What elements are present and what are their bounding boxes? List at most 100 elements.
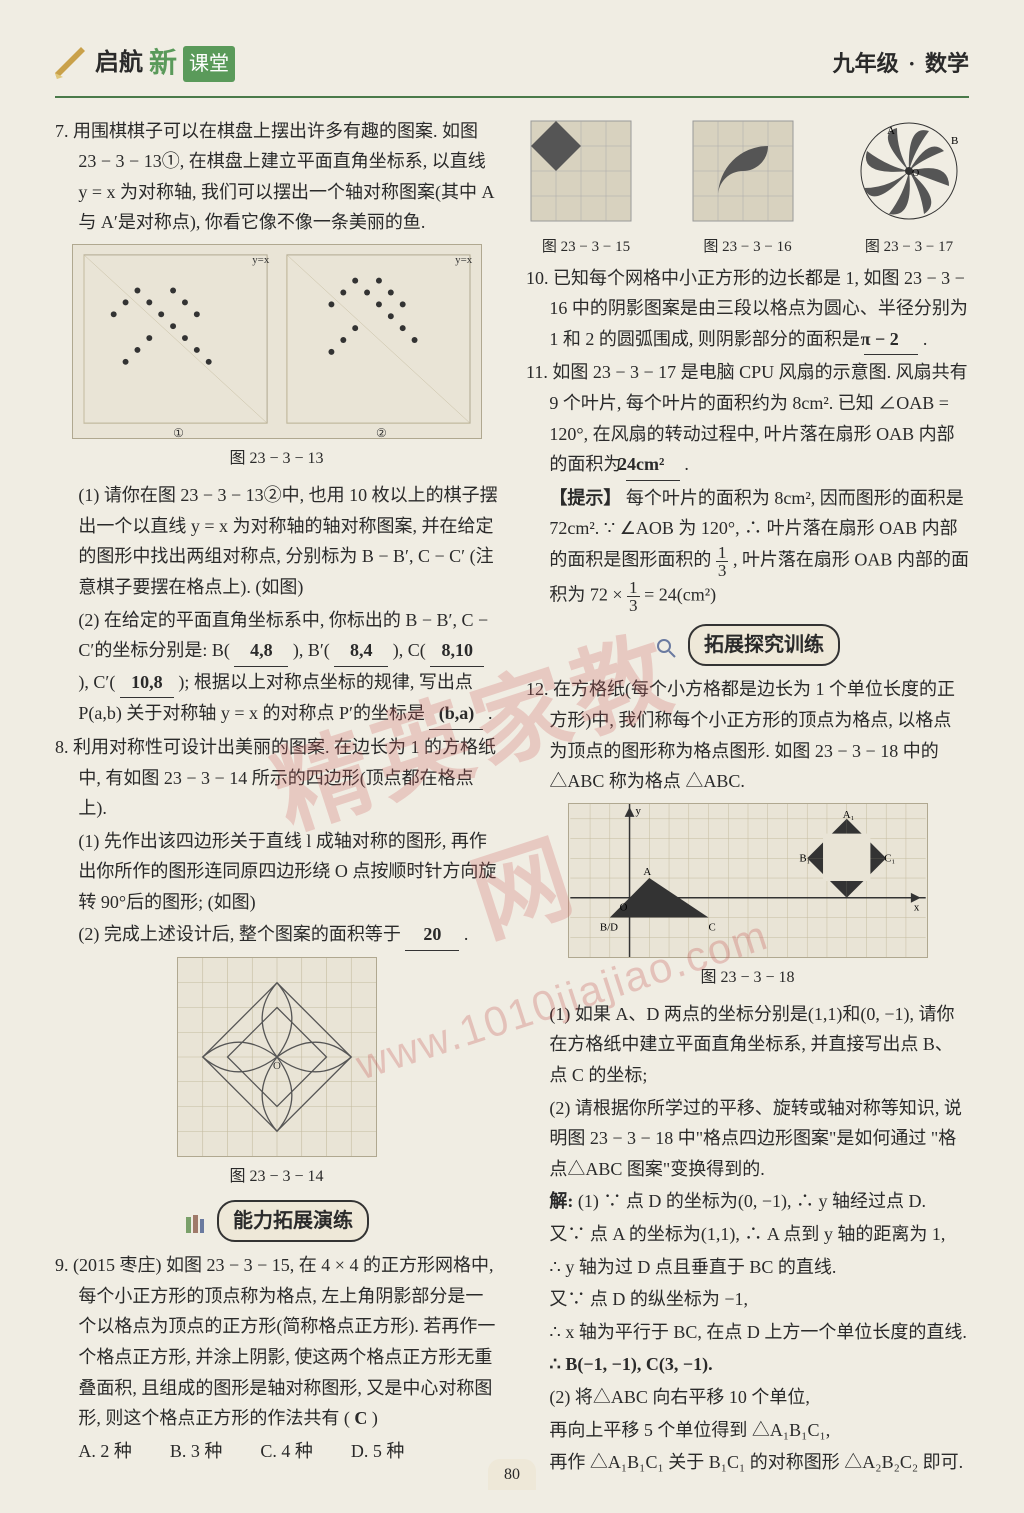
grid-triangle-icon: O A B/D C B₁ C₁ A₁ x y: [568, 803, 928, 958]
brand-text-1: 启航: [95, 43, 143, 84]
svg-text:②: ②: [375, 426, 386, 439]
q12-1: (1) 如果 A、D 两点的坐标分别是(1,1)和(0, −1), 请你在方格纸…: [526, 999, 969, 1091]
page: 启航 新 课堂 九年级 · 数学 7. 用围棋棋子可以在棋盘上摆出许多有趣的图案…: [0, 0, 1024, 1510]
header-right: 九年级 · 数学: [833, 45, 969, 82]
svg-text:B: B: [951, 135, 958, 147]
q10-b: .: [923, 329, 928, 349]
fig-14-caption: 图 23 − 3 − 14: [55, 1163, 498, 1190]
q7-1: (1) 请你在图 23 − 3 − 13②中, 也用 10 枚以上的棋子摆出一个…: [55, 480, 498, 602]
q7-2-f: .: [488, 703, 493, 723]
subject-label: 数学: [925, 51, 969, 76]
dot-sep: ·: [908, 51, 915, 76]
figure-16: 图 23 − 3 − 16: [688, 116, 808, 261]
sol-2b: 再向上平移 5 个单位得到 △A₁B₁C₁,: [526, 1415, 969, 1446]
opt-a: A. 2 种: [78, 1436, 132, 1467]
svg-text:①: ①: [173, 426, 184, 439]
q9-options: A. 2 种 B. 3 种 C. 4 种 D. 5 种: [55, 1436, 498, 1467]
answer-C: 8,10: [430, 635, 484, 667]
q8-2-b: .: [464, 924, 469, 944]
figure-17: A B O 图 23 − 3 − 17: [849, 116, 969, 261]
sol-label: 解:: [549, 1191, 573, 1211]
grade-label: 九年级: [833, 51, 899, 76]
solution: 解: (1) ∵ 点 D 的坐标为(0, −1), ∴ y 轴经过点 D.: [526, 1186, 969, 1217]
brand-text-2: 新: [149, 40, 177, 88]
fig-16-caption: 图 23 − 3 − 16: [688, 235, 808, 261]
svg-text:O: O: [619, 901, 627, 913]
sol-1c: ∴ y 轴为过 D 点且垂直于 BC 的直线.: [526, 1252, 969, 1283]
sol-1b: 又∵ 点 A 的坐标为(1,1), ∴ A 点到 y 轴的距离为 1,: [526, 1219, 969, 1250]
right-column: 图 23 − 3 − 15 图 23 − 3 − 16: [526, 116, 969, 1480]
svg-text:x: x: [913, 901, 919, 913]
opt-c: C. 4 种: [260, 1436, 313, 1467]
answer-Bp: 8,4: [334, 635, 388, 667]
fig-15-caption: 图 23 − 3 − 15: [526, 235, 646, 261]
sol-2c: 再作 △A₁B₁C₁ 关于 B₁C₁ 的对称图形 △A₂B₂C₂ 即可.: [526, 1447, 969, 1478]
q7-2-b: ), B′(: [293, 640, 330, 660]
answer-B: 4,8: [234, 635, 288, 667]
fraction-1-3b: 13: [627, 579, 640, 614]
logo: 启航 新 课堂: [55, 40, 235, 88]
section-ability: 能力拓展演练: [55, 1200, 498, 1242]
q8-text: 8. 利用对称性可设计出美丽的图案. 在边长为 1 的方格纸中, 有如图 23 …: [55, 732, 498, 824]
opt-d: D. 5 种: [351, 1436, 405, 1467]
figure-15: 图 23 − 3 − 15: [526, 116, 646, 261]
hint: 【提示】 每个叶片的面积为 8cm², 因而图形的面积是 72cm². ∵ ∠A…: [526, 483, 969, 615]
grid-pattern-icon: O: [177, 957, 377, 1157]
q7-2: (2) 在给定的平面直角坐标系中, 你标出的 B − B′, C − C′的坐标…: [55, 605, 498, 730]
section-ability-label: 能力拓展演练: [217, 1200, 369, 1242]
hint-label: 【提示】: [549, 488, 621, 508]
answer-P: (b,a): [429, 698, 483, 730]
svg-text:B₁: B₁: [799, 852, 810, 864]
sol-1e: ∴ x 轴为平行于 BC, 在点 D 上方一个单位长度的直线.: [526, 1317, 969, 1348]
svg-text:A: A: [887, 125, 895, 137]
fig-18-caption: 图 23 − 3 − 18: [526, 964, 969, 991]
q9-b: ): [372, 1408, 378, 1428]
q9-text: 9. (2015 枣庄) 如图 23 − 3 − 15, 在 4 × 4 的正方…: [55, 1250, 498, 1434]
opt-b: B. 3 种: [170, 1436, 223, 1467]
grid-chart-icon: ① ② y=x y=x: [72, 244, 482, 439]
answer-24: 24cm²: [626, 449, 680, 481]
books-icon: [184, 1212, 206, 1234]
sol-1a: (1) ∵ 点 D 的坐标为(0, −1), ∴ y 轴经过点 D.: [578, 1191, 926, 1211]
svg-text:B/D: B/D: [599, 921, 617, 933]
svg-text:y=x: y=x: [455, 254, 473, 266]
svg-text:C₁: C₁: [884, 852, 895, 864]
figure-23-3-18: O A B/D C B₁ C₁ A₁ x y 图 23 − 3 − 18: [526, 803, 969, 991]
fraction-1-3: 13: [716, 544, 729, 579]
magnifier-icon: [655, 636, 677, 658]
q8-2: (2) 完成上述设计后, 整个图案的面积等于 20 .: [55, 919, 498, 951]
header-bar: 启航 新 课堂 九年级 · 数学: [55, 40, 969, 98]
q11-b: .: [684, 454, 689, 474]
fig-17-caption: 图 23 − 3 − 17: [849, 235, 969, 261]
q7-2-d: ), C′(: [78, 672, 115, 692]
figure-23-3-14: O 图 23 − 3 − 14: [55, 957, 498, 1190]
answer-Cp: 10,8: [120, 667, 174, 699]
svg-text:A₁: A₁: [842, 809, 854, 821]
svg-text:O: O: [273, 1060, 281, 1072]
q12-text: 12. 在方格纸(每个小方格都是边长为 1 个单位长度的正方形)中, 我们称每个…: [526, 674, 969, 796]
hint-3: = 24(cm²): [644, 585, 716, 605]
sol-1d: 又∵ 点 D 的纵坐标为 −1,: [526, 1284, 969, 1315]
section-explore: 拓展探究训练: [526, 624, 969, 666]
q11-a: 11. 如图 23 − 3 − 17 是电脑 CPU 风扇的示意图. 风扇共有 …: [526, 362, 968, 474]
pencil-icon: [55, 47, 89, 81]
svg-text:y: y: [635, 805, 641, 817]
q8-1: (1) 先作出该四边形关于直线 l 成轴对称的图形, 再作出你所作的图形连同原四…: [55, 826, 498, 918]
top-figures-row: 图 23 − 3 − 15 图 23 − 3 − 16: [526, 116, 969, 261]
svg-text:O: O: [912, 168, 919, 179]
q12-2: (2) 请根据你所学过的平移、旋转或轴对称等知识, 说明图 23 − 3 − 1…: [526, 1093, 969, 1185]
fan-icon: A B O: [849, 116, 969, 226]
brand-text-3: 课堂: [183, 46, 235, 82]
svg-text:A: A: [643, 866, 651, 878]
q10: 10. 已知每个网格中小正方形的边长都是 1, 如图 23 − 3 − 16 中…: [526, 263, 969, 356]
fig-13-caption: 图 23 − 3 − 13: [55, 445, 498, 472]
q11: 11. 如图 23 − 3 − 17 是电脑 CPU 风扇的示意图. 风扇共有 …: [526, 357, 969, 480]
sol-2a: (2) 将△ABC 向右平移 10 个单位,: [526, 1382, 969, 1413]
q7-2-c: ), C(: [393, 640, 426, 660]
answer-pi: π − 2: [864, 324, 918, 356]
answer-20: 20: [405, 919, 459, 951]
q9-a: 9. (2015 枣庄) 如图 23 − 3 − 15, 在 4 × 4 的正方…: [55, 1255, 495, 1428]
grid-square-icon: [526, 116, 646, 226]
figure-23-3-13: ① ② y=x y=x 图 23 − 3 − 13: [55, 244, 498, 472]
q7-text: 7. 用围棋棋子可以在棋盘上摆出许多有趣的图案. 如图 23 − 3 − 13①…: [55, 116, 498, 238]
